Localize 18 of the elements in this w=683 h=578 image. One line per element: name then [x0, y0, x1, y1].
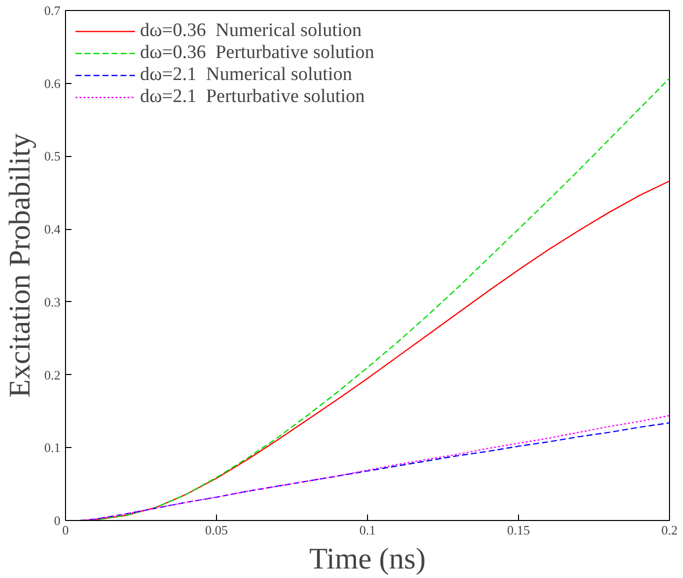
y-tick-label: 0.7: [44, 3, 61, 18]
y-tick-label: 0.3: [44, 294, 60, 310]
y-tick-label: 0: [54, 513, 60, 528]
y-tick-label: 0.2: [44, 367, 60, 382]
x-axis-title: Time (ns): [309, 542, 426, 576]
x-tick-label: 0.15: [507, 522, 530, 538]
legend-label: dω=2.1 Numerical solution: [140, 64, 352, 86]
x-tick-label: 0.2: [661, 522, 678, 538]
y-axis-title: Excitation Probability: [3, 133, 36, 398]
y-tick-label: 0.5: [44, 148, 60, 164]
legend-label: dω=2.1 Perturbative solution: [140, 86, 365, 108]
x-tick-label: 0.05: [205, 522, 228, 538]
y-tick-label: 0.6: [44, 76, 61, 91]
y-tick-label: 0.4: [44, 222, 61, 237]
x-tick-label: 0.1: [359, 522, 376, 538]
legend-label: dω=0.36 Perturbative solution: [140, 42, 374, 64]
legend-label: dω=0.36 Numerical solution: [140, 20, 362, 42]
y-tick-label: 0.1: [44, 440, 60, 456]
